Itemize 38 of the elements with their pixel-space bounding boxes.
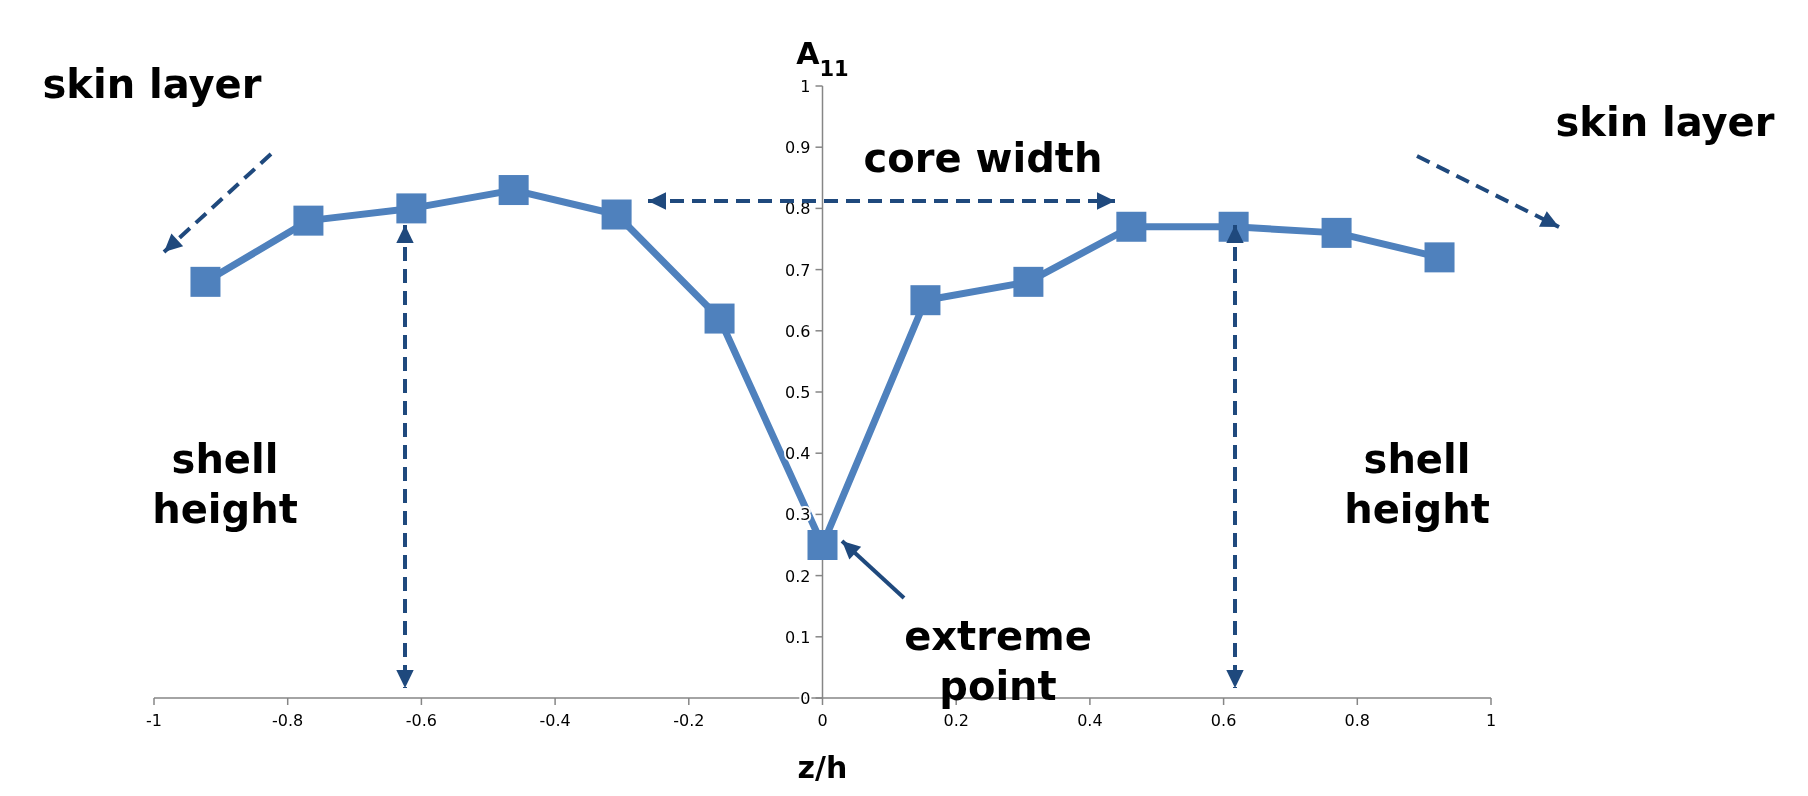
y-tick-label: 0.4 — [785, 444, 811, 464]
y-tick-label: 0.9 — [785, 138, 811, 158]
y-tick-label: 0.5 — [785, 383, 811, 402]
y-tick-label: 0 — [800, 689, 811, 708]
x-tick-label: -0.8 — [272, 711, 304, 730]
point — [601, 199, 632, 230]
x-tick-label: 0.2 — [943, 711, 969, 730]
point — [1321, 217, 1352, 248]
x-tick-label: -0.4 — [539, 711, 571, 730]
point — [293, 205, 324, 236]
y-tick-label: 0.6 — [785, 321, 811, 341]
y-tick-label: 0.1 — [785, 627, 811, 647]
annotation: core width — [863, 135, 1103, 181]
x-tick-label: -1 — [146, 711, 162, 730]
point — [704, 303, 735, 334]
point — [807, 530, 838, 560]
y-tick-label: 0.2 — [785, 566, 811, 586]
point — [1116, 211, 1147, 242]
x-tick-label: -0.6 — [405, 711, 438, 730]
point — [190, 266, 221, 297]
point — [910, 285, 941, 316]
y-tick-label: 0.7 — [785, 260, 811, 280]
point — [1424, 242, 1455, 273]
text: skin layer — [1555, 99, 1775, 145]
annotation: shell height — [1344, 436, 1490, 532]
annotation: extreme point — [904, 613, 1092, 709]
x-tick-label: 0.4 — [1077, 711, 1103, 730]
x-tick-label: 0 — [817, 711, 828, 730]
annotation: skin layer — [42, 61, 262, 107]
x-axis-title: z/h — [797, 750, 848, 785]
x-tick-label: 0.8 — [1344, 711, 1371, 730]
point — [1013, 266, 1044, 297]
annotation: shell height — [152, 436, 298, 532]
point — [396, 193, 427, 224]
point — [498, 175, 529, 206]
x-tick-label: -0.2 — [673, 711, 705, 730]
x-tick-label: 1 — [1485, 711, 1497, 730]
x-tick-label: 0.6 — [1210, 711, 1237, 730]
